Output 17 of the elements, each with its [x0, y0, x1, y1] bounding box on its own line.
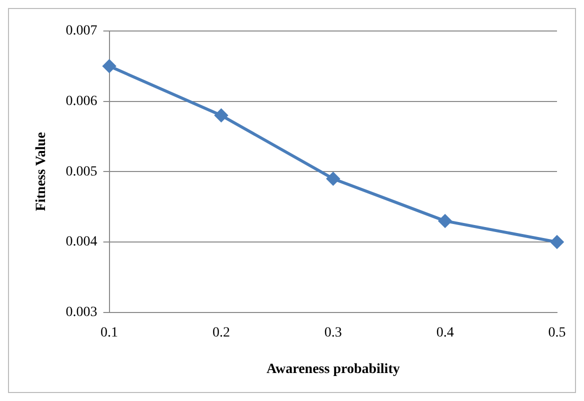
point — [438, 214, 452, 228]
x-tick-label: 0.5 — [548, 325, 566, 340]
y-tick-label: 0.007 — [66, 24, 98, 39]
y-axis-title: Fitness Value — [34, 132, 50, 212]
point — [550, 236, 564, 249]
y-tick-label: 0.005 — [66, 164, 98, 180]
y-tick-label: 0.003 — [66, 305, 98, 320]
point — [102, 60, 116, 73]
x-tick-label: 0.3 — [324, 325, 342, 340]
x-tick-label: 0.4 — [436, 325, 454, 340]
point — [214, 108, 228, 122]
point — [326, 172, 340, 186]
y-tick-label: 0.004 — [66, 234, 98, 250]
x-tick-label: 0.2 — [212, 325, 230, 340]
x-tick-label: 0.1 — [100, 325, 118, 340]
y-tick-label: 0.006 — [66, 94, 98, 110]
x-axis-title: Awareness probability — [266, 362, 400, 378]
